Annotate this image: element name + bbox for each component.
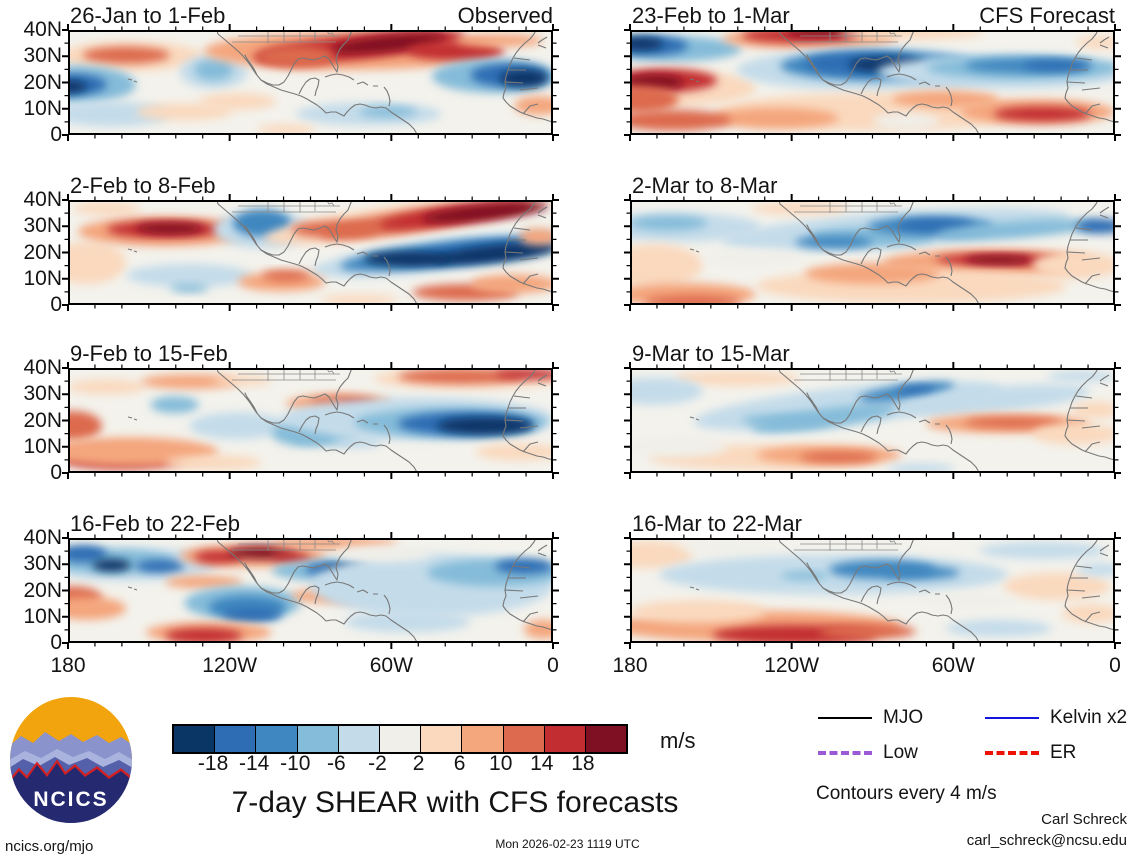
panel-date-label: 16-Mar to 22-Mar [632, 511, 802, 536]
colorbar-swatch [296, 726, 338, 752]
colorbar-tick-label: -10 [280, 752, 311, 775]
y-axis-label: 30N [23, 382, 62, 406]
y-axis-label: 20N [23, 578, 62, 602]
colorbar [172, 724, 628, 754]
y-axis-label: 40N [23, 356, 62, 379]
panel-date-label: 9-Mar to 15-Mar [632, 341, 790, 366]
colorbar-swatch [420, 726, 462, 752]
y-axis-label: 0 [50, 293, 62, 316]
y-axis-label: 0 [50, 631, 62, 654]
map-panel-3 [624, 194, 1121, 311]
timestamp: Mon 2026-02-23 1119 UTC [495, 837, 640, 851]
colorbar-tick-label: 2 [412, 752, 425, 775]
legend-item: ER [985, 741, 1076, 765]
y-axis-label: 40N [23, 526, 62, 549]
y-axis-label: 10N [23, 96, 62, 120]
legend-line-swatch [985, 717, 1039, 719]
colorbar-swatch [214, 726, 256, 752]
map-panel-0 [62, 24, 559, 141]
panel-date-label: 2-Feb to 8-Feb [70, 173, 216, 198]
colorbar-tick-label: -2 [368, 752, 387, 775]
colorbar-tick-label: 6 [453, 752, 466, 775]
colorbar-tick-label: -14 [238, 752, 270, 775]
ncics-logo: NCICS [9, 696, 133, 824]
panel-date-label: 26-Jan to 1-Feb [70, 3, 226, 28]
legend-line-swatch [985, 751, 1039, 755]
site-link: ncics.org/mjo [5, 838, 94, 855]
y-axis-label: 10N [23, 266, 62, 290]
y-axis-label: 30N [23, 552, 62, 576]
colorbar-swatch [378, 726, 421, 752]
panel-source-label: Observed [457, 3, 553, 28]
x-axis-label: 180 [50, 654, 86, 677]
legend-line-swatch [818, 717, 872, 719]
y-axis-label: 10N [23, 604, 62, 628]
x-axis-label: 60W [931, 654, 975, 677]
panel-date-label: 9-Feb to 15-Feb [70, 341, 228, 366]
contour-note: Contours every 4 m/s [816, 783, 997, 804]
colorbar-swatch [461, 726, 503, 752]
map-panel-4 [62, 362, 559, 479]
legend-item-label: Low [883, 742, 918, 763]
colorbar-swatch [502, 726, 544, 752]
map-panel-2 [62, 194, 559, 311]
colorbar-tick-label: 18 [571, 752, 595, 775]
legend-item: MJO [818, 706, 923, 730]
x-axis-label: 0 [1109, 654, 1121, 677]
colorbar-tick-label: -18 [197, 752, 229, 775]
x-axis-label: 120W [764, 654, 820, 677]
ncics-logo-text: NCICS [33, 788, 108, 811]
y-axis-label: 20N [23, 240, 62, 264]
y-axis-label: 0 [50, 461, 62, 484]
legend-item-label: Kelvin x2 [1050, 707, 1128, 728]
y-axis-label: 20N [23, 408, 62, 432]
x-axis-label: 60W [369, 654, 413, 677]
panel-source-label: CFS Forecast [979, 3, 1115, 28]
colorbar-tick-label: 10 [489, 752, 513, 775]
colorbar-tick-label: 14 [530, 752, 554, 775]
map-panel-6 [62, 532, 559, 649]
map-panel-5 [624, 362, 1121, 479]
legend-item: Low [818, 741, 918, 765]
y-axis-label: 40N [23, 188, 62, 211]
colorbar-swatch [543, 726, 585, 752]
colorbar-labels: -18 -14 -10 -6 -2 2 6 10 14 18 [172, 752, 628, 776]
y-axis-label: 30N [23, 214, 62, 238]
y-axis-label: 30N [23, 44, 62, 68]
credit-name: Carl Schreck [1041, 811, 1127, 828]
colorbar-tick-label: -6 [327, 752, 346, 775]
legend-item-label: MJO [883, 707, 924, 728]
legend-item: Kelvin x2 [985, 706, 1127, 730]
x-axis-label: 120W [202, 654, 258, 677]
panel-date-label: 2-Mar to 8-Mar [632, 173, 778, 198]
colorbar-swatch [584, 726, 627, 752]
colorbar-swatch [255, 726, 297, 752]
x-axis-label: 0 [547, 654, 559, 677]
y-axis-label: 20N [23, 70, 62, 94]
map-panel-1 [624, 24, 1121, 141]
legend-line-swatch [818, 751, 872, 755]
x-axis-label: 180 [612, 654, 648, 677]
panel-date-label: 23-Feb to 1-Mar [632, 3, 790, 28]
colorbar-swatch [174, 726, 215, 752]
panel-date-label: 16-Feb to 22-Feb [70, 511, 240, 536]
y-axis-label: 10N [23, 434, 62, 458]
credit-email: carl_schreck@ncsu.edu [966, 832, 1127, 849]
y-axis-label: 0 [50, 123, 62, 146]
colorbar-swatch [337, 726, 379, 752]
map-panel-7 [624, 532, 1121, 649]
legend-item-label: ER [1050, 742, 1077, 763]
colorbar-unit: m/s [660, 728, 696, 753]
figure-title: 7-day SHEAR with CFS forecasts [231, 786, 679, 819]
y-axis-label: 40N [23, 18, 62, 41]
ncics-logo-icon: NCICS [10, 697, 132, 823]
